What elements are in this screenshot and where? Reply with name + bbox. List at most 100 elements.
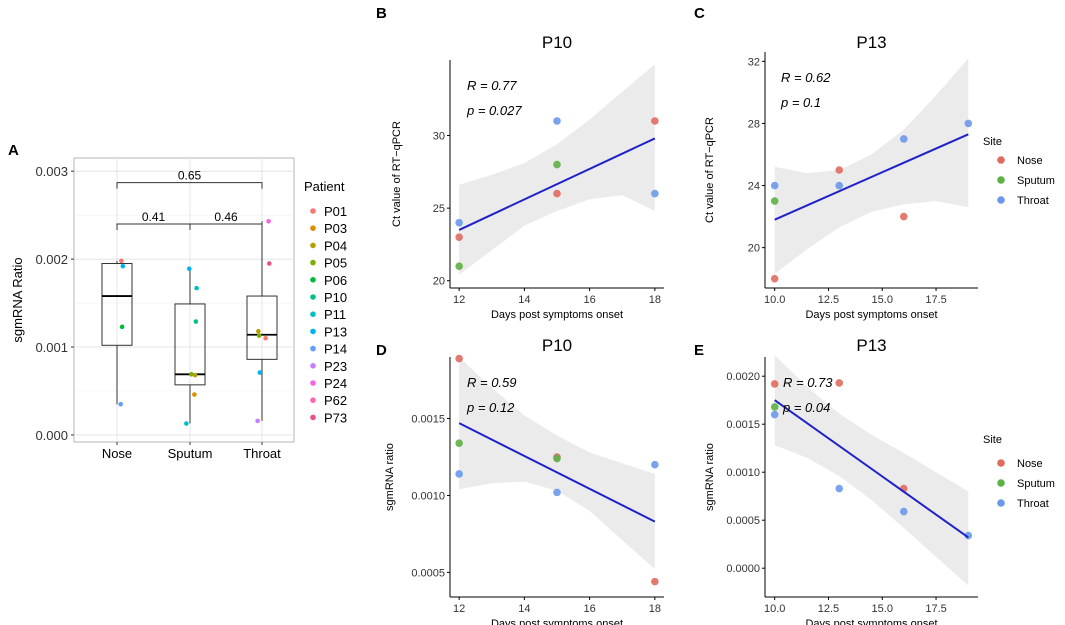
site-legend-title-bottom: Site xyxy=(983,434,1002,446)
site-legend-label-nose: Nose xyxy=(1017,155,1043,167)
panel-e-scatter: 0.0000 0.0005 0.0010 0.0015 0.0020 10.0 12.5 15… xyxy=(704,336,978,625)
patient-legend-label: P13 xyxy=(324,324,347,339)
x-tick-label-d: 12 xyxy=(453,603,465,615)
data-point-a-sputum xyxy=(184,421,189,426)
y-tick-label-c: 24 xyxy=(748,181,760,193)
y-tick-label-a: 0.000 xyxy=(35,428,68,443)
data-point-c-nose xyxy=(770,274,779,283)
comparison-bracket-a xyxy=(116,182,263,189)
box-nose xyxy=(101,263,133,346)
x-tick-label-a: Sputum xyxy=(168,446,213,461)
data-point-a-throat xyxy=(267,261,272,266)
y-axis-label-d: sgmRNA ratio xyxy=(384,443,396,511)
x-tick-label-c: 15.0 xyxy=(872,294,893,306)
data-point-d-throat xyxy=(553,488,561,497)
plot-panel-a xyxy=(73,157,295,443)
patient-legend-swatch xyxy=(310,277,316,283)
stat-r-d: R = 0.59 xyxy=(467,375,517,390)
y-axis-label-a: sgmRNA Ratio xyxy=(10,257,25,342)
data-point-b-throat xyxy=(651,189,659,198)
data-point-a-sputum xyxy=(192,372,198,378)
data-point-e-throat xyxy=(964,531,973,540)
panel-letter-b: B xyxy=(376,5,387,22)
x-axis-label-e: Days post symptoms onset xyxy=(805,618,937,625)
panel-letter-c: C xyxy=(694,5,705,22)
x-axis-label-d: Days post symptoms onset xyxy=(491,618,623,625)
patient-legend-swatch xyxy=(310,311,316,318)
y-tick-label-d: 0.0015 xyxy=(411,414,445,426)
site-legend-top: Nose Sputum Throat xyxy=(997,155,1055,207)
x-tick-label-e: 15.0 xyxy=(872,603,893,615)
site-legend-label-throat: Throat xyxy=(1017,498,1049,510)
data-point-c-throat xyxy=(964,119,973,128)
panel-b-scatter: 20 25 30 12 14 16 18 P10 Days post symptoms onse… xyxy=(391,33,664,321)
patient-legend-swatch xyxy=(310,259,316,266)
site-legend-label-throat: Throat xyxy=(1017,195,1049,207)
data-point-a-sputum xyxy=(192,392,197,397)
comparison-label-a: 0.41 xyxy=(142,210,166,224)
data-point-a-nose xyxy=(118,401,123,407)
data-point-c-nose xyxy=(899,212,908,221)
patient-legend-swatch xyxy=(310,294,316,300)
confidence-band-c xyxy=(774,58,969,275)
panel-letter-a: A xyxy=(8,142,19,159)
y-axis-label-b: Ct value of RT−qPCR xyxy=(391,121,403,227)
x-tick-label-d: 18 xyxy=(649,603,661,615)
data-point-a-sputum xyxy=(189,371,194,377)
data-point-c-throat xyxy=(835,181,844,190)
patient-legend-label: P62 xyxy=(324,393,347,408)
patient-legend-label: P73 xyxy=(324,410,347,425)
data-point-e-nose xyxy=(835,379,844,387)
site-legend-swatch-throat xyxy=(997,499,1005,507)
site-legend-label-sputum: Sputum xyxy=(1017,175,1055,187)
site-legend-swatch-sputum xyxy=(997,176,1005,184)
regression-line-d xyxy=(458,422,656,523)
panel-c-scatter: 20 24 28 32 10.0 12.5 15.0 17.5 P13 Days post sym… xyxy=(704,33,978,321)
data-point-a-throat xyxy=(263,335,268,341)
y-axis-label-e: sgmRNA ratio xyxy=(704,443,716,511)
site-legend-label-sputum: Sputum xyxy=(1017,478,1055,490)
data-point-a-throat xyxy=(255,418,260,424)
patient-legend-label: P03 xyxy=(324,221,347,236)
data-point-c-sputum xyxy=(770,197,779,205)
regression-line-e xyxy=(774,399,969,539)
confidence-band-e xyxy=(774,355,969,586)
x-tick-label-a: Nose xyxy=(102,446,132,461)
data-point-c-throat xyxy=(770,181,779,190)
data-point-a-throat xyxy=(266,219,271,224)
patient-legend-label: P10 xyxy=(324,290,347,305)
data-point-b-throat xyxy=(553,117,561,125)
comparison-label-a: 0.46 xyxy=(214,210,238,224)
patient-legend-title: Patient xyxy=(304,179,345,194)
chart-title-b: P10 xyxy=(542,33,572,52)
patient-legend-label: P05 xyxy=(324,256,347,271)
y-tick-label-b: 30 xyxy=(433,131,445,143)
data-point-a-nose xyxy=(119,258,124,264)
stat-r-b: R = 0.77 xyxy=(467,78,517,93)
x-tick-label-a: Throat xyxy=(243,446,281,461)
stat-p-b: p = 0.027 xyxy=(466,103,522,118)
patient-legend-swatch xyxy=(310,328,316,335)
panel-a-boxplot: 0.000 0.001 0.002 0.003 Nose Sputum Throat 0.65… xyxy=(10,157,295,461)
y-tick-label-e: 0.0015 xyxy=(726,419,760,431)
confidence-band-d xyxy=(459,357,655,570)
y-tick-label-e: 0.0020 xyxy=(726,371,760,383)
site-legend-label-nose: Nose xyxy=(1017,458,1043,470)
data-point-a-sputum xyxy=(194,285,199,291)
y-tick-label-c: 28 xyxy=(748,118,760,130)
data-point-b-nose xyxy=(553,189,561,198)
stat-r-e: R = 0.73 xyxy=(783,375,833,390)
x-axis-label-c: Days post symptoms onset xyxy=(805,309,937,321)
data-point-b-sputum xyxy=(553,160,561,169)
data-point-b-throat xyxy=(455,218,463,227)
confidence-band-b xyxy=(459,64,655,275)
panel-letter-d: D xyxy=(376,342,387,359)
data-point-a-throat xyxy=(257,370,263,375)
x-tick-label-b: 18 xyxy=(649,294,661,306)
regression-line-c xyxy=(774,133,969,221)
data-point-d-sputum xyxy=(455,439,463,447)
data-point-d-nose xyxy=(455,354,463,363)
data-point-c-throat xyxy=(899,135,908,143)
patient-legend-swatch xyxy=(310,363,316,369)
